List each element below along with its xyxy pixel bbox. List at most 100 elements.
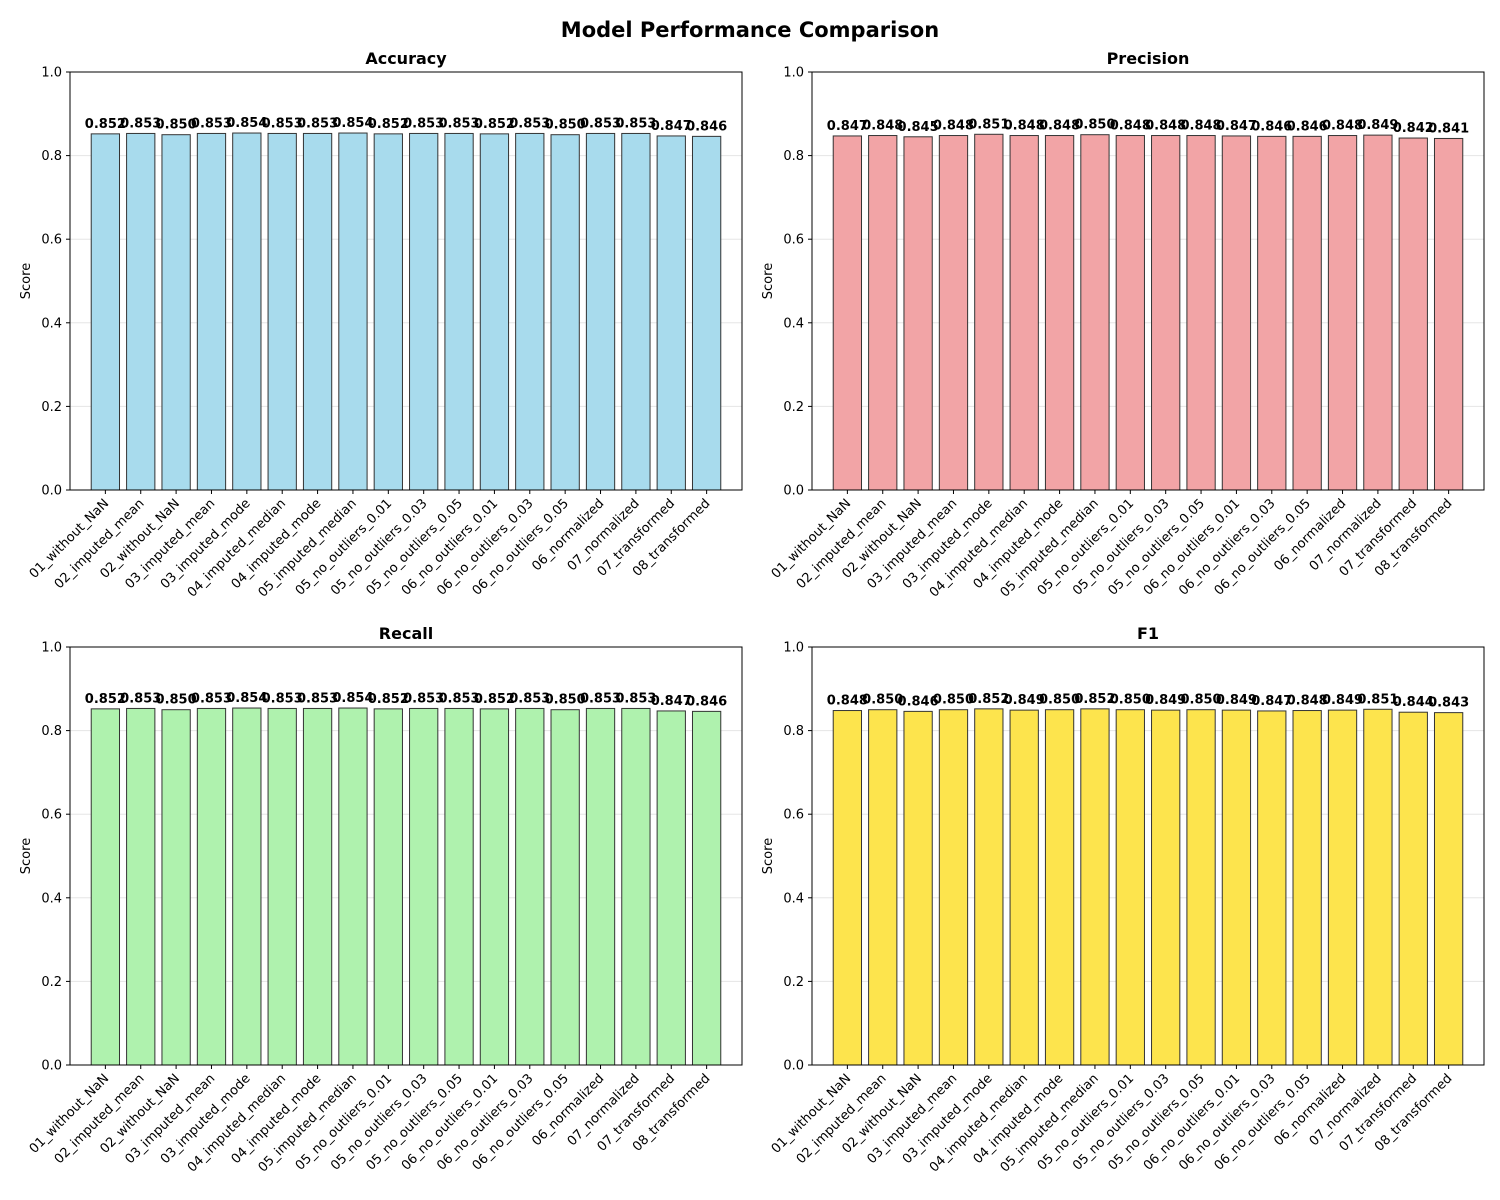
plot-frame (69, 646, 743, 1066)
chart-panel-accuracy: 0.85201_without_NaN0.85302_imputed_mean0… (19, 49, 743, 600)
bar-08_transformed (1433, 137, 1464, 491)
bar-06_no_outliers_0.01 (1221, 135, 1252, 491)
y-tick-label: 0.6 (41, 233, 62, 248)
chart-title: Recall (379, 624, 433, 643)
data-label: 0.848 (1039, 119, 1080, 134)
chart-title: F1 (1137, 624, 1159, 643)
data-label: 0.853 (509, 691, 550, 706)
data-label: 0.850 (156, 693, 197, 708)
data-label: 0.850 (1110, 693, 1151, 708)
data-label: 0.853 (297, 691, 338, 706)
bar-08_transformed (691, 135, 722, 491)
data-label: 0.853 (580, 691, 621, 706)
bar-04_imputed_mode (302, 132, 333, 491)
data-label: 0.850 (1039, 693, 1080, 708)
plot-frame (69, 71, 743, 491)
y-tick-label: 0.0 (783, 484, 804, 499)
figure-title: Model Performance Comparison (560, 18, 940, 42)
plot-frame (811, 646, 1485, 1066)
bar-02_imputed_mean (868, 135, 898, 491)
data-label: 0.846 (1287, 119, 1328, 134)
bar-07_normalized (621, 707, 651, 1066)
bar-04_imputed_mode (302, 707, 333, 1066)
data-label: 0.845 (898, 120, 939, 135)
data-label: 0.848 (1110, 119, 1151, 134)
y-tick-label: 0.2 (41, 975, 62, 990)
bar-03_imputed_mode (974, 708, 1004, 1066)
data-label: 0.850 (1180, 693, 1221, 708)
y-tick-label: 0.4 (783, 316, 804, 331)
bar-04_imputed_median (267, 132, 297, 491)
bar-06_no_outliers_0.05 (550, 134, 580, 491)
data-label: 0.852 (85, 692, 126, 707)
data-label: 0.849 (1216, 693, 1257, 708)
bar-07_normalized (1363, 134, 1393, 491)
data-label: 0.852 (85, 117, 126, 132)
bar-07_transformed (656, 710, 686, 1066)
bar-06_no_outliers_0.05 (550, 709, 580, 1066)
bar-04_imputed_median (267, 707, 297, 1066)
y-tick-label: 0.8 (783, 724, 804, 739)
chart-panel-recall: 0.85201_without_NaN0.85302_imputed_mean0… (19, 624, 743, 1175)
data-label: 0.853 (615, 116, 656, 131)
bar-03_imputed_mean (196, 707, 227, 1066)
data-label: 0.854 (332, 116, 373, 131)
bar-04_imputed_mode (1044, 135, 1075, 491)
y-axis-label: Score (761, 838, 776, 874)
data-label: 0.849 (1145, 693, 1186, 708)
bar-05_no_outliers_0.05 (1186, 135, 1216, 491)
data-label: 0.853 (120, 691, 161, 706)
bar-07_normalized (621, 132, 651, 491)
bar-01_without_NaN (90, 133, 121, 491)
data-label: 0.853 (509, 116, 550, 131)
data-label: 0.847 (651, 694, 692, 709)
data-label: 0.848 (1145, 119, 1186, 134)
bar-03_imputed_mode (232, 707, 262, 1066)
data-label: 0.848 (1180, 119, 1221, 134)
bar-03_imputed_mode (974, 133, 1004, 491)
bar-05_no_outliers_0.03 (409, 132, 439, 491)
data-label: 0.853 (262, 116, 303, 131)
y-tick-label: 1.0 (783, 66, 804, 81)
bar-06_no_outliers_0.01 (1221, 709, 1252, 1066)
data-label: 0.846 (898, 694, 939, 709)
data-label: 0.850 (933, 693, 974, 708)
data-label: 0.853 (403, 691, 444, 706)
bar-05_no_outliers_0.01 (373, 133, 403, 491)
data-label: 0.847 (651, 119, 692, 134)
data-label: 0.849 (1004, 693, 1045, 708)
data-label: 0.849 (1357, 118, 1398, 133)
bar-05_no_outliers_0.05 (444, 132, 474, 491)
data-label: 0.842 (1393, 121, 1434, 136)
data-label: 0.844 (1393, 695, 1434, 710)
bar-06_normalized (1327, 135, 1358, 491)
y-tick-label: 0.8 (41, 724, 62, 739)
data-label: 0.850 (545, 118, 586, 133)
bar-05_imputed_median (338, 707, 368, 1066)
bar-02_imputed_mean (126, 132, 156, 491)
bar-04_imputed_median (1009, 709, 1039, 1066)
bar-05_no_outliers_0.03 (1151, 135, 1181, 491)
data-label: 0.853 (191, 691, 232, 706)
y-axis-label: Score (19, 838, 34, 874)
y-axis-label: Score (19, 263, 34, 299)
y-tick-label: 0.2 (41, 400, 62, 415)
bar-05_imputed_median (338, 132, 368, 491)
bar-05_imputed_median (1080, 134, 1110, 491)
data-label: 0.847 (827, 119, 868, 134)
bar-05_no_outliers_0.05 (1186, 709, 1216, 1066)
data-label: 0.848 (827, 694, 868, 709)
data-label: 0.841 (1428, 121, 1469, 136)
chart-title: Precision (1107, 49, 1190, 68)
data-label: 0.848 (862, 119, 903, 134)
bar-02_without_NaN (161, 134, 191, 491)
data-label: 0.854 (226, 116, 267, 131)
data-label: 0.850 (545, 693, 586, 708)
y-tick-label: 0.0 (41, 1059, 62, 1074)
chart-panel-precision: 0.84701_without_NaN0.84802_imputed_mean0… (761, 49, 1485, 600)
bar-07_normalized (1363, 708, 1393, 1066)
data-label: 0.846 (1251, 119, 1292, 134)
bar-06_no_outliers_0.03 (1257, 710, 1287, 1066)
data-label: 0.853 (120, 116, 161, 131)
data-label: 0.849 (1322, 693, 1363, 708)
